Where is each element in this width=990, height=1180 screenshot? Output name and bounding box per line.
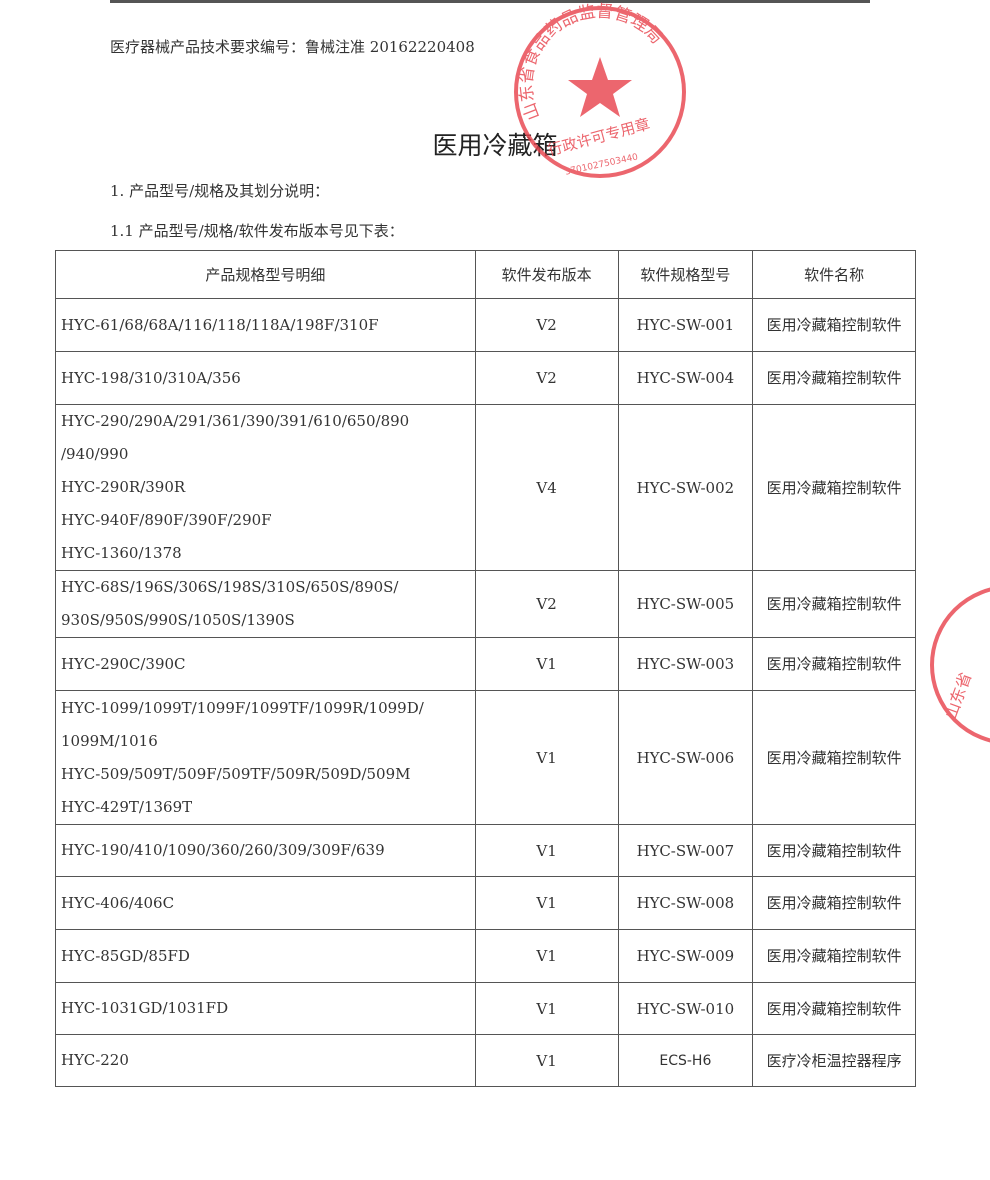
software-model-cell: HYC-SW-008 <box>617 876 754 930</box>
column-header: 软件发布版本 <box>474 250 619 299</box>
software-name-cell: 医用冷藏箱控制软件 <box>752 637 916 691</box>
models-cell: HYC-68S/196S/306S/198S/310S/650S/890S/93… <box>55 570 476 638</box>
svg-text:山东省: 山东省 <box>941 670 975 722</box>
software-model-cell: HYC-SW-005 <box>617 570 754 638</box>
registration-number: 医疗器械产品技术要求编号：鲁械注准 20162220408 <box>110 38 475 56</box>
model-line: HYC-68S/196S/306S/198S/310S/650S/890S/ <box>61 578 399 596</box>
table-row: HYC-290/290A/291/361/390/391/610/650/890… <box>55 404 916 571</box>
column-header: 软件名称 <box>752 250 916 299</box>
version-cell: V2 <box>474 298 619 352</box>
models-cell: HYC-1099/1099T/1099F/1099TF/1099R/1099D/… <box>55 690 476 825</box>
version-cell: V1 <box>474 1034 619 1087</box>
partial-seal: 山东省 <box>930 587 990 743</box>
svg-text:山东省食品药品监督管理局: 山东省食品药品监督管理局 <box>517 2 667 123</box>
models-cell: HYC-85GD/85FD <box>55 929 476 983</box>
software-model-cell: HYC-SW-006 <box>617 690 754 825</box>
software-name-cell: 医用冷藏箱控制软件 <box>752 404 916 571</box>
software-name-cell: 医用冷藏箱控制软件 <box>752 824 916 877</box>
software-model-cell: HYC-SW-001 <box>617 298 754 352</box>
software-name-cell: 医用冷藏箱控制软件 <box>752 298 916 352</box>
software-name-cell: 医用冷藏箱控制软件 <box>752 929 916 983</box>
software-model-cell: HYC-SW-004 <box>617 351 754 405</box>
model-line: HYC-85GD/85FD <box>61 946 190 965</box>
models-cell: HYC-190/410/1090/360/260/309/309F/639 <box>55 824 476 877</box>
column-header: 产品规格型号明细 <box>55 250 476 299</box>
model-line: HYC-1031GD/1031FD <box>61 999 229 1017</box>
document-title: 医用冷藏箱 <box>432 131 558 160</box>
section-heading: 1. 产品型号/规格及其划分说明： <box>110 182 330 200</box>
software-name-cell: 医用冷藏箱控制软件 <box>752 351 916 405</box>
subsection-heading: 1.1 产品型号/规格/软件发布版本号见下表： <box>110 222 404 240</box>
model-line: HYC-940F/890F/390F/290F <box>61 511 272 529</box>
software-model-cell: HYC-SW-007 <box>617 824 754 877</box>
model-line: HYC-429T/1369T <box>61 797 193 816</box>
model-line: HYC-406/406C <box>61 893 175 912</box>
model-line: HYC-220 <box>61 1051 129 1069</box>
model-line: HYC-290R/390R <box>61 478 186 496</box>
models-cell: HYC-290/290A/291/361/390/391/610/650/890… <box>55 404 476 571</box>
models-cell: HYC-198/310/310A/356 <box>55 351 476 405</box>
models-cell: HYC-61/68/68A/116/118/118A/198F/310F <box>55 298 476 352</box>
model-line: HYC-509/509T/509F/509TF/509R/509D/509M <box>61 764 411 783</box>
model-line: HYC-290/290A/291/361/390/391/610/650/890 <box>61 412 410 430</box>
model-line: /940/990 <box>61 445 129 463</box>
version-cell: V1 <box>474 824 619 877</box>
model-line: HYC-1360/1378 <box>61 544 182 562</box>
column-header: 软件规格型号 <box>617 250 754 299</box>
software-model-cell: HYC-SW-010 <box>617 982 754 1035</box>
software-name-cell: 医用冷藏箱控制软件 <box>752 690 916 825</box>
model-line: HYC-1099/1099T/1099F/1099TF/1099R/1099D/ <box>61 698 424 717</box>
software-model-cell: HYC-SW-009 <box>617 929 754 983</box>
table-row: HYC-1099/1099T/1099F/1099TF/1099R/1099D/… <box>55 690 916 825</box>
table-row: HYC-61/68/68A/116/118/118A/198F/310F V2 HY… <box>55 298 916 352</box>
version-cell: V2 <box>474 351 619 405</box>
version-cell: V1 <box>474 929 619 983</box>
version-cell: V2 <box>474 570 619 638</box>
top-rule <box>110 0 870 3</box>
table-row: HYC-68S/196S/306S/198S/310S/650S/890S/93… <box>55 570 916 638</box>
model-line: HYC-190/410/1090/360/260/309/309F/639 <box>61 841 385 859</box>
software-model-cell: HYC-SW-003 <box>617 637 754 691</box>
table-row: HYC-190/410/1090/360/260/309/309F/639 V1 H… <box>55 824 916 877</box>
software-model-cell: ECS-H6 <box>617 1034 754 1087</box>
table-row: HYC-85GD/85FD V1 HYC-SW-009 医用冷藏箱控制软件 <box>55 929 916 983</box>
version-cell: V1 <box>474 690 619 825</box>
models-cell: HYC-406/406C <box>55 876 476 930</box>
table-row: HYC-1031GD/1031FD V1 HYC-SW-010 医用冷藏箱控制软件 <box>55 982 916 1035</box>
software-model-cell: HYC-SW-002 <box>617 404 754 571</box>
model-line: HYC-198/310/310A/356 <box>61 368 241 387</box>
seal-text: 山东省食品药品监督管理局 <box>517 2 667 123</box>
model-line: 930S/950S/990S/1050S/1390S <box>61 611 295 629</box>
model-line: 1099M/1016 <box>61 731 158 750</box>
models-cell: HYC-1031GD/1031FD <box>55 982 476 1035</box>
table-row: HYC-198/310/310A/356 V2 HYC-SW-004 医用冷藏箱控制软… <box>55 351 916 405</box>
version-cell: V1 <box>474 982 619 1035</box>
version-cell: V1 <box>474 876 619 930</box>
software-name-cell: 医用冷藏箱控制软件 <box>752 876 916 930</box>
software-name-cell: 医疗冷柜温控器程序 <box>752 1034 916 1087</box>
version-cell: V4 <box>474 404 619 571</box>
models-cell: HYC-220 <box>55 1034 476 1087</box>
table-row: HYC-220 V1 ECS-H6 医疗冷柜温控器程序 <box>55 1034 916 1087</box>
version-cell: V1 <box>474 637 619 691</box>
table-row: HYC-290C/390C V1 HYC-SW-003 医用冷藏箱控制软件 <box>55 637 916 691</box>
model-table: 产品规格型号明细 软件发布版本 软件规格型号 软件名称 HYC-61/68/68A/1… <box>55 250 916 1087</box>
software-name-cell: 医用冷藏箱控制软件 <box>752 570 916 638</box>
models-cell: HYC-290C/390C <box>55 637 476 691</box>
table-row: HYC-406/406C V1 HYC-SW-008 医用冷藏箱控制软件 <box>55 876 916 930</box>
model-line: HYC-290C/390C <box>61 654 186 673</box>
software-name-cell: 医用冷藏箱控制软件 <box>752 982 916 1035</box>
model-line: HYC-61/68/68A/116/118/118A/198F/310F <box>61 315 379 334</box>
